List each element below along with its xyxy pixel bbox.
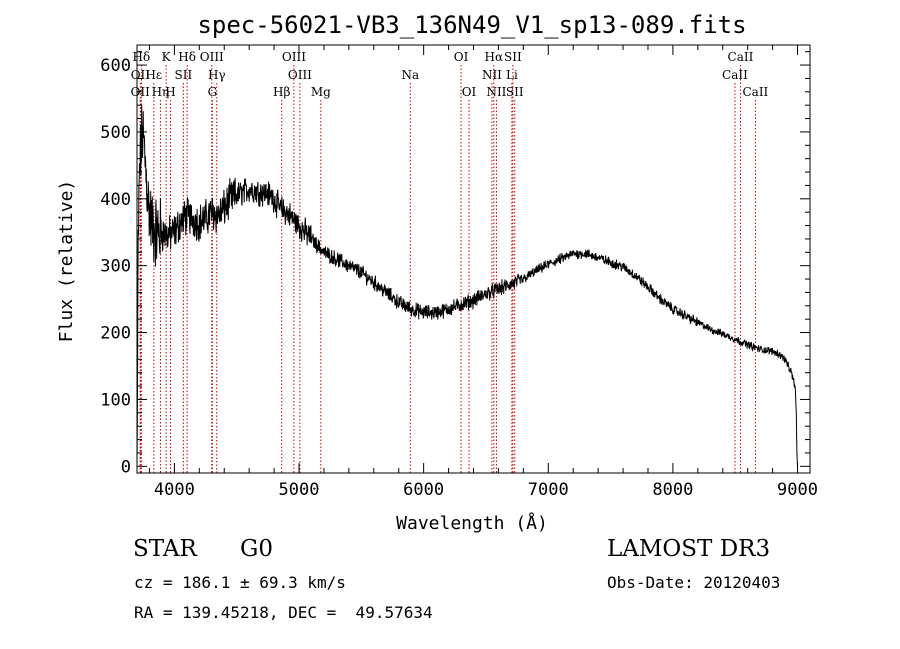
obs-date: Obs-Date: 20120403	[607, 573, 781, 592]
x-tick-label: 6000	[403, 480, 444, 500]
survey-name: LAMOST DR3	[607, 536, 771, 562]
axis-ticks: 4000 5000 6000 7000 8000 9000 0 100 200 300 400 500…	[100, 45, 818, 500]
line-marker-label: OIII	[282, 50, 306, 64]
line-marker-label: CaII	[742, 85, 768, 99]
coordinates-readout: RA = 139.45218, DEC = 49.57634	[134, 603, 433, 622]
line-marker-label: SII	[506, 85, 524, 99]
line-marker-label: Na	[401, 68, 419, 82]
x-tick-label: 9000	[777, 480, 818, 500]
line-marker-label: Hβ	[273, 85, 290, 99]
line-marker-label: OI	[462, 85, 477, 99]
y-tick-label: 600	[100, 56, 131, 76]
line-marker-label: Hε	[145, 68, 162, 82]
y-tick-label: 100	[100, 390, 131, 410]
line-marker-label: Hα	[485, 50, 504, 64]
y-tick-label: 400	[100, 190, 131, 210]
x-tick-label: 5000	[279, 480, 320, 500]
line-marker-label: SII	[175, 68, 193, 82]
line-marker-label: NII	[482, 68, 502, 82]
line-marker-label: Hη	[152, 85, 170, 99]
plot-frame	[136, 44, 811, 474]
line-marker-label: OII	[131, 68, 151, 82]
x-tick-label: 7000	[528, 480, 569, 500]
line-marker-label: OIII	[288, 68, 312, 82]
y-tick-label: 0	[121, 457, 131, 477]
line-marker-label: CaII	[722, 68, 748, 82]
chart-title: spec-56021-VB3_136N49_V1_sp13-089.fits	[197, 11, 746, 39]
line-marker-label: OIII	[200, 50, 224, 64]
redshift-readout: cz = 186.1 ± 69.3 km/s	[134, 573, 346, 592]
spectrum-line	[136, 105, 798, 467]
line-marker-label: Hγ	[208, 68, 226, 82]
line-marker-label: K	[162, 50, 172, 64]
spectrum-series	[136, 105, 798, 467]
line-marker-label: Hδ	[178, 50, 196, 64]
y-tick-label: 500	[100, 123, 131, 143]
y-tick-label: 200	[100, 324, 131, 344]
x-tick-label: 4000	[154, 480, 195, 500]
spectrum-chart: spec-56021-VB3_136N49_V1_sp13-089.fits H…	[56, 11, 818, 534]
line-marker-label: Mg	[311, 85, 331, 99]
object-subclass: G0	[240, 536, 274, 562]
x-axis-label: Wavelength (Å)	[396, 512, 548, 534]
line-marker-label: OI	[454, 50, 469, 64]
line-marker-label: G	[208, 85, 218, 99]
y-tick-label: 300	[100, 257, 131, 277]
object-class: STAR	[133, 536, 197, 562]
line-marker-label: NII	[486, 85, 506, 99]
x-tick-label: 8000	[652, 480, 693, 500]
y-axis-label: Flux (relative)	[56, 180, 77, 343]
line-marker-label: H	[165, 85, 175, 99]
line-marker-label: Li	[506, 68, 518, 82]
line-marker-label: SII	[504, 50, 522, 64]
line-marker-label: CaII	[728, 50, 754, 64]
